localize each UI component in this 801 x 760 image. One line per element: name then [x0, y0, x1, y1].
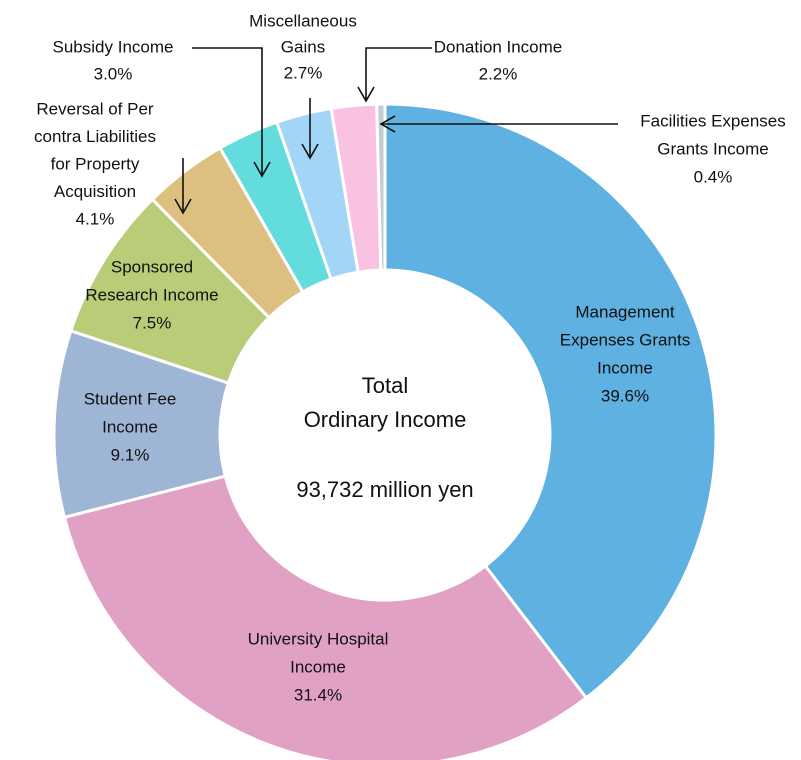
- arrowhead: [379, 115, 396, 133]
- leader-arrow: [192, 47, 263, 175]
- segment-label: Acquisition: [54, 182, 136, 201]
- segment-label: Sponsored: [111, 257, 193, 276]
- value-label: 39.6%: [601, 386, 649, 405]
- segment-label: contra Liabilities: [34, 127, 156, 146]
- segment-label: Miscellaneous: [249, 11, 357, 30]
- value-label: 2.2%: [479, 64, 518, 83]
- segment-label: Expenses Grants: [560, 330, 690, 349]
- arrowhead: [253, 161, 271, 178]
- segment-label: Gains: [281, 37, 325, 56]
- value-label: 4.1%: [76, 209, 115, 228]
- segment-label: Income: [597, 358, 653, 377]
- arrowhead: [357, 86, 375, 103]
- segment-label: Income: [290, 657, 346, 676]
- segment-label: Reversal of Per: [36, 99, 153, 118]
- arrowhead: [301, 143, 319, 160]
- value-label: 3.0%: [94, 64, 133, 83]
- total-label: 93,732 million yen: [296, 477, 473, 502]
- value-label: 9.1%: [111, 445, 150, 464]
- donut-segment: [383, 102, 718, 700]
- segment-label: Income: [102, 417, 158, 436]
- segment-label: Grants Income: [657, 139, 769, 158]
- center-title: Total: [362, 373, 408, 398]
- donut-segment: [62, 474, 589, 760]
- value-label: 7.5%: [133, 313, 172, 332]
- leader-arrow: [365, 47, 432, 100]
- segment-label: Management: [575, 302, 675, 321]
- segment-label: for Property: [51, 154, 140, 173]
- segment-label: Research Income: [85, 285, 218, 304]
- segment-label: Subsidy Income: [53, 37, 174, 56]
- segment-label: Student Fee: [84, 389, 177, 408]
- segment-label: Donation Income: [434, 37, 563, 56]
- value-label: 0.4%: [694, 167, 733, 186]
- value-label: 2.7%: [284, 63, 323, 82]
- segment-label: University Hospital: [248, 629, 389, 648]
- donut-segment: [375, 102, 387, 272]
- value-label: 31.4%: [294, 685, 342, 704]
- segment-label: Facilities Expenses: [640, 111, 786, 130]
- arrowhead: [174, 198, 192, 215]
- center-title: Ordinary Income: [304, 407, 467, 432]
